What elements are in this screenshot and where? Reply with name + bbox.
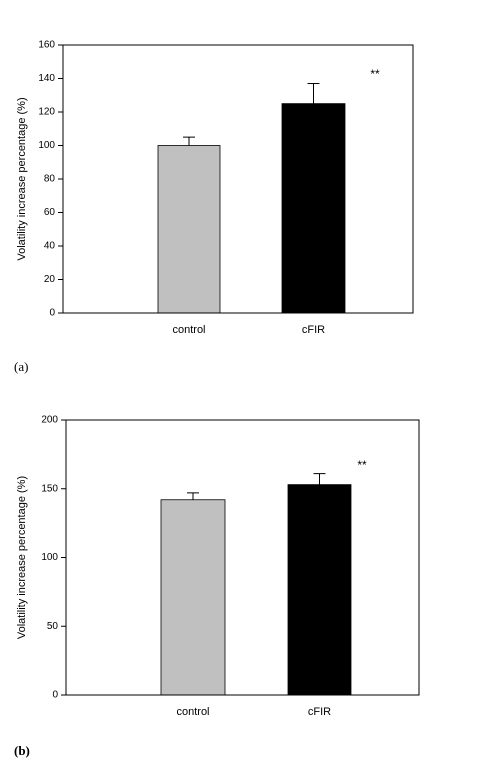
y-tick-label: 100 — [41, 552, 58, 563]
y-tick-label: 60 — [44, 207, 56, 218]
y-tick-label: 50 — [47, 621, 59, 632]
y-tick-label: 80 — [44, 174, 56, 185]
plot-frame — [62, 44, 414, 314]
bar — [287, 484, 352, 696]
x-tick-label: control — [172, 324, 205, 336]
y-tick-label: 100 — [38, 140, 55, 151]
bar — [157, 145, 221, 314]
y-tick-label: 40 — [44, 241, 56, 252]
y-axis-label: Volatility increase percentage (%) — [16, 97, 28, 260]
y-tick-label: 200 — [41, 415, 58, 426]
bar — [160, 499, 226, 696]
x-tick-label: control — [176, 706, 209, 718]
panel-label: (a) — [14, 359, 28, 374]
y-tick-label: 0 — [52, 690, 58, 701]
y-tick-label: 160 — [38, 40, 55, 51]
x-tick-label: cFIR — [302, 324, 325, 336]
y-tick-label: 140 — [38, 73, 55, 84]
y-tick-label: 20 — [44, 274, 56, 285]
panel-label: (b) — [14, 743, 30, 758]
y-tick-label: 0 — [49, 308, 55, 319]
y-tick-label: 120 — [38, 107, 55, 118]
y-tick-label: 150 — [41, 483, 58, 494]
y-axis-label: Volatility increase percentage (%) — [16, 476, 28, 639]
plot-frame — [65, 419, 420, 696]
x-tick-label: cFIR — [308, 706, 331, 718]
annotation: ** — [370, 67, 380, 81]
bar — [281, 103, 346, 314]
annotation: ** — [357, 458, 367, 472]
